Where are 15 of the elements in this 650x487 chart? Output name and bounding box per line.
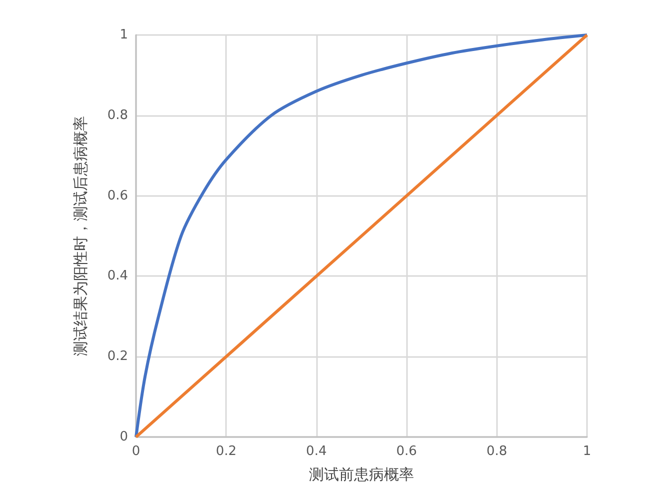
x-tick-label: 1 — [582, 444, 592, 459]
x-tick-label: 0.6 — [396, 444, 417, 459]
y-tick-label: 0.8 — [107, 108, 128, 123]
x-tick-label: 0.2 — [216, 444, 237, 459]
x-tick-label: 0.4 — [306, 444, 327, 459]
y-tick-label: 1 — [120, 28, 128, 42]
y-axis-title: 测试结果为阳性时，测试后患病概率 — [72, 116, 90, 356]
y-tick-label: 0.4 — [107, 268, 128, 284]
y-tick-label: 0.6 — [107, 188, 128, 204]
x-tick-label: 0 — [132, 444, 140, 459]
line-series — [134, 34, 588, 438]
y-tick-label: 0 — [120, 430, 128, 444]
x-axis-title: 测试前患病概率 — [309, 466, 414, 484]
y-tick-label: 0.2 — [107, 349, 128, 364]
x-tick-label: 0.8 — [486, 444, 508, 459]
